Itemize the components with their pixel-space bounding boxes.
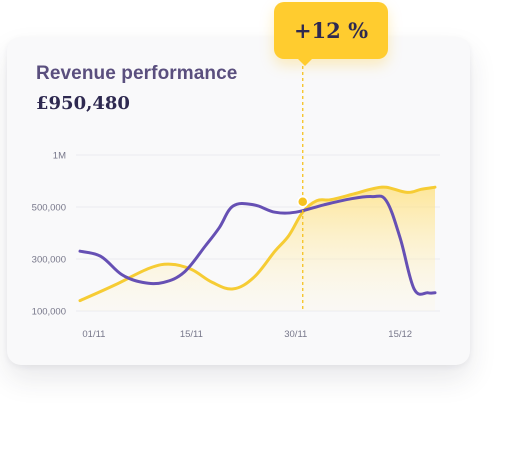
x-tick-label: 01/11 [82, 329, 105, 340]
y-tick-label: 300,000 [32, 255, 66, 266]
x-tick-label: 15/12 [388, 329, 412, 340]
y-tick-label: 100,000 [32, 307, 66, 318]
x-tick-label: 30/11 [284, 329, 307, 340]
growth-badge-label: +12 % [293, 18, 369, 43]
card-title: Revenue performance [36, 63, 238, 84]
revenue-value: £950,480 [36, 93, 130, 114]
x-tick-label: 15/11 [180, 329, 203, 340]
chart-tick-layer: 1M 500,000 300,000 100,000 01/11 15/11 30/11 15… [32, 151, 412, 341]
growth-badge: +12 % [274, 2, 388, 66]
annotation-marker-dot [296, 196, 309, 208]
chart-line-layer [78, 185, 437, 303]
series-line-0 [78, 185, 437, 303]
series-line-1 [78, 194, 437, 296]
y-tick-label: 500,000 [32, 203, 66, 214]
badge-pointer [297, 58, 313, 66]
chart-annotation-layer [296, 66, 309, 311]
y-tick-label: 1M [53, 151, 66, 162]
